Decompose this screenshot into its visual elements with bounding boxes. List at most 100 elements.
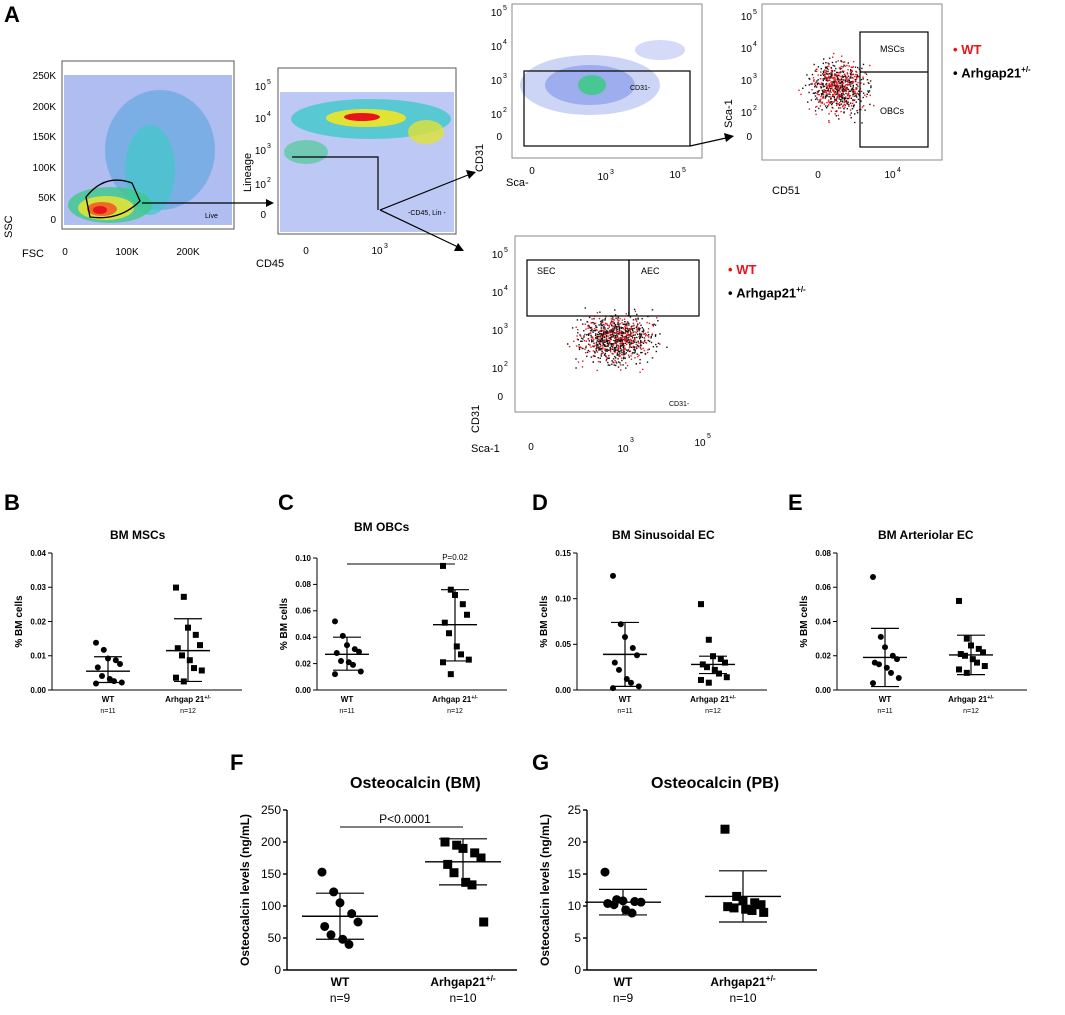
event-point [840, 65, 842, 68]
x-tick-superscript: +/- [486, 973, 496, 983]
event-point [627, 334, 629, 337]
panel-label-g: G [532, 750, 550, 775]
event-point [842, 70, 844, 72]
event-point [861, 67, 863, 70]
event-point [841, 88, 843, 90]
event-point [849, 82, 851, 84]
event-point [821, 83, 824, 85]
event-point [626, 325, 628, 327]
data-point [453, 643, 460, 650]
data-point [317, 867, 327, 877]
event-point [618, 333, 620, 335]
event-point [595, 350, 598, 352]
panel-label-c: C [278, 490, 294, 515]
event-point [860, 100, 862, 102]
event-point [868, 82, 870, 84]
event-point [857, 66, 859, 69]
event-point [851, 108, 854, 110]
event-point [613, 319, 615, 321]
event-point [853, 89, 855, 91]
event-point [839, 91, 841, 93]
event-point [614, 326, 616, 328]
y-tick: 0 [496, 132, 502, 143]
event-point [585, 340, 587, 342]
data-point [335, 898, 345, 908]
event-point [840, 100, 842, 102]
event-point [644, 339, 646, 342]
event-point [617, 323, 619, 325]
event-point [596, 369, 598, 372]
event-point [850, 75, 852, 77]
event-point [602, 342, 604, 344]
legend-label-arh: Arhgap21 [961, 65, 1022, 81]
event-point [862, 76, 864, 78]
event-point [816, 86, 818, 88]
event-point [612, 322, 614, 324]
x-tick-label: Arhgap 21+/- [948, 695, 994, 704]
event-point [843, 70, 845, 72]
data-point [447, 671, 454, 678]
event-point [838, 75, 841, 77]
event-point [839, 79, 841, 81]
event-point [598, 330, 601, 332]
event-point [612, 332, 614, 334]
event-point [648, 336, 650, 338]
event-point [598, 317, 601, 320]
event-point [818, 101, 820, 103]
event-point [611, 333, 614, 335]
event-point [631, 337, 634, 339]
event-point [591, 321, 593, 324]
data-point [963, 669, 970, 676]
event-point [605, 345, 607, 348]
y-tick: 10 [492, 288, 504, 299]
event-point [594, 351, 596, 353]
event-point [843, 99, 846, 101]
event-point [845, 89, 847, 91]
event-point [817, 79, 819, 81]
y-tick: 10 [255, 114, 267, 125]
event-point [590, 334, 592, 337]
data-point [441, 619, 448, 626]
event-point [825, 90, 827, 92]
event-point [619, 331, 621, 334]
event-point [619, 354, 621, 357]
x-tick-label: WT [879, 695, 892, 704]
event-point [620, 334, 622, 337]
event-point [858, 90, 860, 92]
event-point [820, 71, 822, 73]
event-point [836, 101, 838, 103]
data-point [180, 593, 187, 600]
event-point [603, 340, 605, 342]
event-point [606, 332, 608, 335]
event-point [617, 358, 619, 360]
event-point [586, 355, 588, 357]
event-point [600, 353, 602, 356]
event-point [584, 307, 586, 309]
event-point [841, 94, 843, 97]
event-point [609, 340, 611, 343]
event-point [841, 82, 843, 84]
event-point [845, 78, 847, 80]
event-point [617, 326, 619, 328]
data-point [635, 683, 642, 690]
event-point [606, 343, 609, 345]
event-point [650, 335, 652, 338]
data-point [968, 642, 974, 649]
chart-title-d: BM Sinusoidal EC [612, 528, 715, 542]
event-point [843, 86, 846, 89]
event-point [818, 107, 820, 110]
y-tick: 10 [491, 110, 503, 121]
event-point [843, 108, 845, 110]
event-point [610, 338, 613, 341]
event-point [595, 326, 597, 329]
event-point [614, 314, 617, 316]
event-point [831, 106, 833, 109]
event-point [825, 67, 827, 69]
event-point [607, 332, 609, 335]
event-point [834, 113, 836, 115]
event-point [839, 86, 842, 89]
event-point [653, 323, 655, 325]
event-point [632, 329, 634, 332]
event-point [630, 325, 632, 328]
dot-plot-bm-mscs: 0.000.010.020.030.04% BM cellsWTn=11Arhg… [14, 549, 242, 715]
